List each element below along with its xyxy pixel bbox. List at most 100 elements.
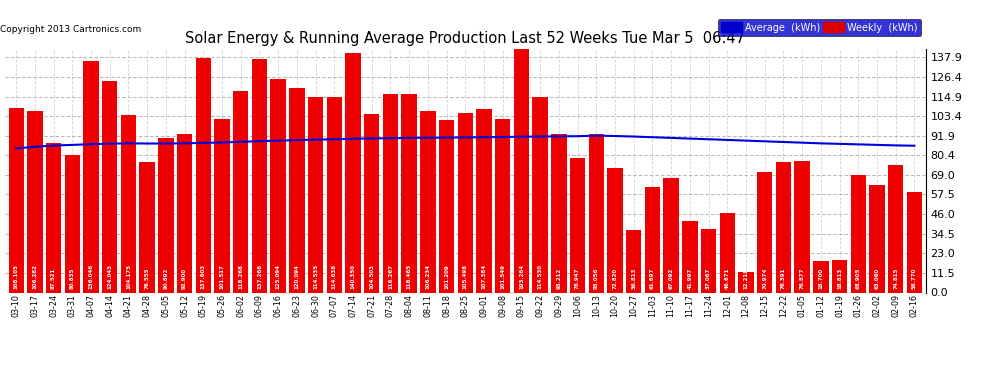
Text: 137.268: 137.268 bbox=[257, 264, 262, 289]
Text: 193.264: 193.264 bbox=[519, 264, 524, 289]
Bar bbox=[794, 162, 810, 292]
Text: 136.046: 136.046 bbox=[88, 264, 93, 289]
Bar bbox=[626, 230, 642, 292]
Text: 114.530: 114.530 bbox=[538, 264, 543, 289]
Text: 67.092: 67.092 bbox=[668, 268, 673, 289]
Text: 105.498: 105.498 bbox=[462, 264, 468, 289]
Text: 68.905: 68.905 bbox=[855, 268, 860, 289]
Text: 87.521: 87.521 bbox=[51, 268, 56, 289]
Bar bbox=[476, 110, 492, 292]
Bar bbox=[682, 221, 698, 292]
Bar bbox=[83, 61, 99, 292]
Bar bbox=[589, 134, 604, 292]
Text: 124.043: 124.043 bbox=[107, 264, 112, 289]
Text: 76.391: 76.391 bbox=[781, 268, 786, 289]
Bar bbox=[888, 165, 904, 292]
Text: 18.700: 18.700 bbox=[819, 268, 824, 289]
Bar bbox=[701, 230, 716, 292]
Bar bbox=[402, 94, 417, 292]
Text: 76.555: 76.555 bbox=[145, 268, 149, 289]
Bar bbox=[533, 97, 547, 292]
Bar bbox=[551, 134, 566, 292]
Bar bbox=[457, 112, 473, 292]
Text: 125.094: 125.094 bbox=[275, 264, 281, 289]
Text: 93.212: 93.212 bbox=[556, 268, 561, 289]
Bar bbox=[813, 261, 829, 292]
Text: 101.517: 101.517 bbox=[220, 264, 225, 289]
Bar bbox=[64, 155, 80, 292]
Bar bbox=[289, 88, 305, 292]
Bar bbox=[720, 213, 735, 292]
Bar bbox=[270, 79, 286, 292]
Bar bbox=[869, 185, 885, 292]
Text: 137.603: 137.603 bbox=[201, 264, 206, 289]
Bar bbox=[177, 134, 192, 292]
Bar bbox=[308, 97, 324, 292]
Text: 36.813: 36.813 bbox=[632, 268, 637, 289]
Bar bbox=[907, 192, 922, 292]
Text: 118.268: 118.268 bbox=[239, 264, 244, 289]
Text: 104.503: 104.503 bbox=[369, 264, 374, 289]
Text: 80.835: 80.835 bbox=[70, 268, 75, 289]
Text: 104.175: 104.175 bbox=[126, 264, 131, 289]
Text: 76.877: 76.877 bbox=[800, 268, 805, 289]
Text: 58.770: 58.770 bbox=[912, 268, 917, 289]
Bar bbox=[346, 53, 360, 292]
Text: 37.067: 37.067 bbox=[706, 268, 711, 289]
Text: 107.384: 107.384 bbox=[481, 264, 486, 289]
Text: 61.697: 61.697 bbox=[649, 268, 655, 289]
Text: 116.465: 116.465 bbox=[407, 264, 412, 289]
Text: 74.815: 74.815 bbox=[893, 268, 898, 289]
Bar bbox=[215, 120, 230, 292]
Bar bbox=[663, 178, 679, 292]
Text: 72.820: 72.820 bbox=[613, 268, 618, 289]
Text: 12.218: 12.218 bbox=[743, 268, 748, 289]
Bar bbox=[495, 119, 511, 292]
Bar bbox=[364, 114, 379, 292]
Text: 106.234: 106.234 bbox=[426, 264, 431, 289]
Bar bbox=[570, 158, 585, 292]
Text: 140.350: 140.350 bbox=[350, 264, 355, 289]
Bar bbox=[607, 168, 623, 292]
Text: 108.105: 108.105 bbox=[14, 264, 19, 289]
Text: 114.535: 114.535 bbox=[313, 264, 318, 289]
Bar bbox=[776, 162, 791, 292]
Text: 101.209: 101.209 bbox=[445, 264, 449, 289]
Bar bbox=[9, 108, 24, 292]
Bar bbox=[196, 58, 211, 292]
Bar bbox=[757, 171, 772, 292]
Text: 46.671: 46.671 bbox=[725, 268, 730, 289]
Text: 63.060: 63.060 bbox=[874, 268, 879, 289]
Text: 106.282: 106.282 bbox=[33, 264, 38, 289]
Text: 78.947: 78.947 bbox=[575, 268, 580, 289]
Text: 116.267: 116.267 bbox=[388, 264, 393, 289]
Text: 114.638: 114.638 bbox=[332, 264, 337, 289]
Bar bbox=[102, 81, 118, 292]
Text: 41.997: 41.997 bbox=[687, 268, 692, 289]
Bar bbox=[383, 94, 398, 292]
Bar bbox=[739, 272, 753, 292]
Text: 90.892: 90.892 bbox=[163, 268, 168, 289]
Bar bbox=[46, 143, 61, 292]
Bar bbox=[121, 115, 137, 292]
Bar bbox=[27, 111, 43, 292]
Bar bbox=[420, 111, 436, 292]
Text: 101.549: 101.549 bbox=[500, 264, 505, 289]
Text: Copyright 2013 Cartronics.com: Copyright 2013 Cartronics.com bbox=[0, 25, 142, 34]
Text: 70.974: 70.974 bbox=[762, 268, 767, 289]
Bar bbox=[158, 138, 173, 292]
Bar bbox=[233, 91, 248, 292]
Bar bbox=[251, 58, 267, 292]
Bar bbox=[832, 260, 847, 292]
Text: 18.813: 18.813 bbox=[838, 268, 842, 289]
Legend: Average  (kWh), Weekly  (kWh): Average (kWh), Weekly (kWh) bbox=[718, 20, 921, 36]
Bar bbox=[140, 162, 154, 292]
Text: 92.900: 92.900 bbox=[182, 268, 187, 289]
Text: 120.094: 120.094 bbox=[294, 264, 299, 289]
Bar bbox=[327, 97, 342, 292]
Bar bbox=[850, 175, 866, 292]
Bar bbox=[644, 188, 660, 292]
Bar bbox=[439, 120, 454, 292]
Bar bbox=[514, 0, 529, 292]
Title: Solar Energy & Running Average Production Last 52 Weeks Tue Mar 5  06:47: Solar Energy & Running Average Productio… bbox=[185, 31, 745, 46]
